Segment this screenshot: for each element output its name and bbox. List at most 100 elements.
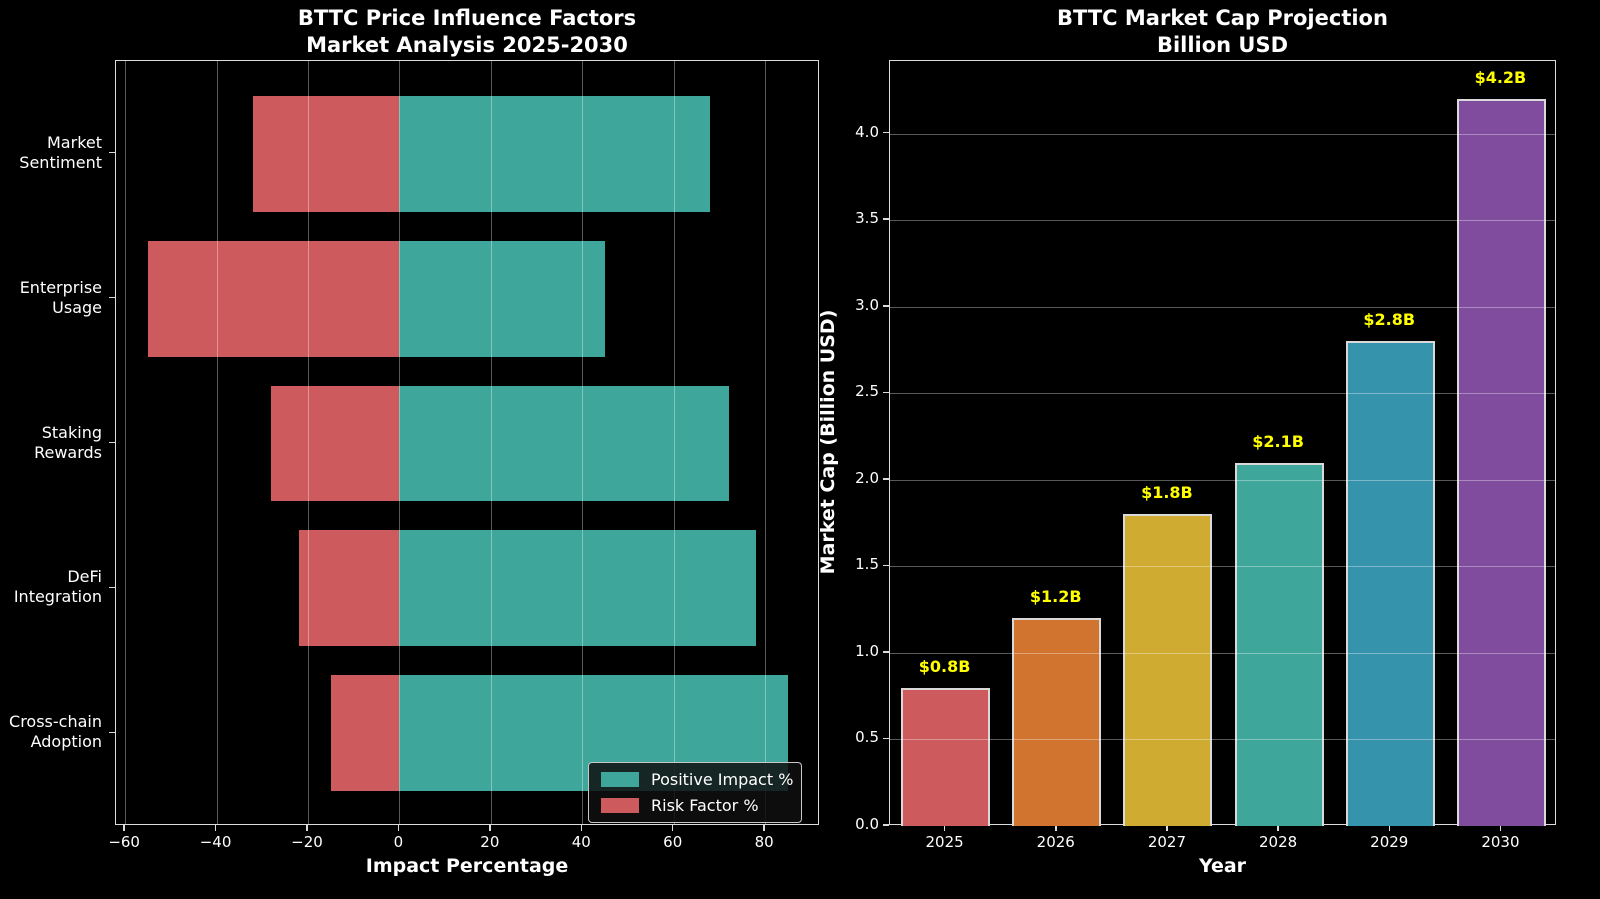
y-tickmark — [109, 731, 115, 734]
y-gridline — [890, 220, 1555, 222]
y-tick-label: 2.0 — [855, 468, 879, 487]
right-xaxis-label: Year — [1198, 855, 1247, 877]
y-tickmark — [883, 218, 889, 220]
y-tick-label: 2.5 — [855, 382, 879, 401]
risk-factor-bar — [148, 240, 400, 357]
y-tick-label: 0.5 — [855, 728, 879, 747]
x-tick-label: −40 — [199, 833, 232, 851]
x-tick-label: 80 — [754, 833, 774, 851]
marketcap-bar — [1345, 341, 1435, 826]
x-tick-label: 2028 — [1258, 833, 1298, 851]
x-tickmark — [763, 825, 765, 831]
y-tickmark — [883, 391, 889, 394]
x-tick-label: 2026 — [1036, 833, 1075, 851]
x-tickmark — [214, 825, 217, 831]
y-tickmark — [883, 131, 889, 134]
y-tickmark — [883, 824, 889, 826]
x-gridline — [308, 61, 309, 824]
x-tickmark — [489, 825, 491, 831]
legend-label-risk: Risk Factor % — [651, 796, 759, 815]
y-tick-label: 4.0 — [855, 122, 879, 141]
y-gridline — [890, 479, 1555, 481]
bar-value-label: $2.1B — [1252, 431, 1304, 451]
left-plot-area — [115, 60, 819, 825]
marketcap-bar — [1456, 99, 1546, 826]
y-tickmark — [109, 296, 115, 299]
x-tickmark — [580, 825, 583, 831]
left-chart-title-line1: BTTC Price Influence Factors — [297, 6, 637, 30]
category-label: DeFi Integration — [13, 567, 102, 607]
bar-value-label: $0.8B — [918, 656, 971, 676]
x-tick-label: 2025 — [925, 833, 964, 851]
y-gridline — [890, 133, 1555, 135]
x-gridline — [673, 61, 675, 824]
marketcap-bar — [1234, 462, 1324, 826]
right-chart-title-line2: Billion USD — [1156, 33, 1289, 57]
legend-swatch-risk — [601, 798, 639, 813]
right-chart-title-line1: BTTC Market Cap Projection — [1057, 6, 1388, 30]
y-tick-label: 3.5 — [855, 209, 879, 228]
x-tick-label: 0 — [393, 833, 404, 851]
y-gridline — [890, 306, 1555, 308]
y-tickmark — [109, 441, 115, 444]
x-tickmark — [671, 825, 674, 831]
y-tick-label: 1.0 — [855, 641, 879, 660]
risk-factor-bar — [330, 675, 400, 792]
x-tick-label: 20 — [480, 833, 500, 851]
x-tickmark — [397, 825, 400, 831]
category-label: Cross-chain Adoption — [9, 712, 102, 752]
y-tickmark — [883, 478, 889, 480]
x-gridline — [582, 61, 584, 824]
x-gridline — [216, 61, 218, 824]
category-label: Staking Rewards — [34, 422, 102, 462]
x-tick-label: 2027 — [1147, 833, 1186, 851]
bar-value-label: $1.2B — [1029, 587, 1082, 607]
x-tick-label: 2030 — [1481, 833, 1520, 851]
bar-value-label: $4.2B — [1474, 68, 1527, 88]
x-tickmark — [943, 825, 946, 831]
y-tickmark — [883, 305, 889, 307]
positive-impact-bar — [399, 385, 729, 502]
y-gridline — [890, 566, 1555, 568]
y-tickmark — [109, 151, 115, 154]
y-gridline — [890, 393, 1555, 395]
legend-row-positive: Positive Impact % — [601, 770, 793, 789]
marketcap-bar — [1123, 514, 1213, 826]
bar-value-label: $1.8B — [1141, 483, 1193, 503]
y-tick-label: 1.5 — [855, 555, 879, 574]
positive-impact-bar — [399, 530, 756, 647]
x-tickmark — [1055, 825, 1057, 831]
legend-swatch-positive — [601, 772, 639, 787]
x-tick-label: −60 — [108, 833, 140, 851]
positive-impact-bar — [399, 95, 711, 212]
left-xaxis-label: Impact Percentage — [365, 855, 569, 877]
y-gridline — [890, 739, 1555, 741]
left-chart-title-line2: Market Analysis 2025-2030 — [306, 33, 628, 57]
left-chart-title: BTTC Price Influence Factors Market Anal… — [115, 5, 819, 59]
y-tick-label: 0.0 — [855, 815, 879, 833]
x-gridline — [765, 61, 767, 824]
legend-row-risk: Risk Factor % — [601, 796, 789, 815]
x-tickmark — [1166, 825, 1168, 831]
y-tickmark — [883, 564, 889, 567]
y-gridline — [890, 652, 1555, 654]
x-tickmark — [1499, 825, 1502, 831]
category-label: Market Sentiment — [19, 132, 102, 172]
left-chart-legend: Positive Impact % Risk Factor % — [588, 762, 802, 823]
right-plot-area — [889, 60, 1556, 826]
y-tick-label: 3.0 — [855, 295, 879, 314]
risk-factor-bar — [298, 530, 400, 647]
x-tickmark — [123, 825, 125, 831]
y-tickmark — [883, 651, 889, 653]
x-tick-label: 40 — [571, 833, 591, 851]
x-tickmark — [306, 825, 308, 831]
right-yaxis-label: Market Cap (Billion USD) — [817, 309, 839, 575]
x-gridline — [399, 61, 401, 824]
x-tickmark — [1277, 825, 1279, 831]
right-chart-title: BTTC Market Cap Projection Billion USD — [889, 5, 1556, 59]
y-tickmark — [109, 586, 115, 589]
legend-label-positive: Positive Impact % — [651, 770, 794, 789]
x-tick-label: −20 — [291, 833, 323, 851]
y-tickmark — [883, 737, 889, 740]
x-gridline — [490, 61, 492, 824]
